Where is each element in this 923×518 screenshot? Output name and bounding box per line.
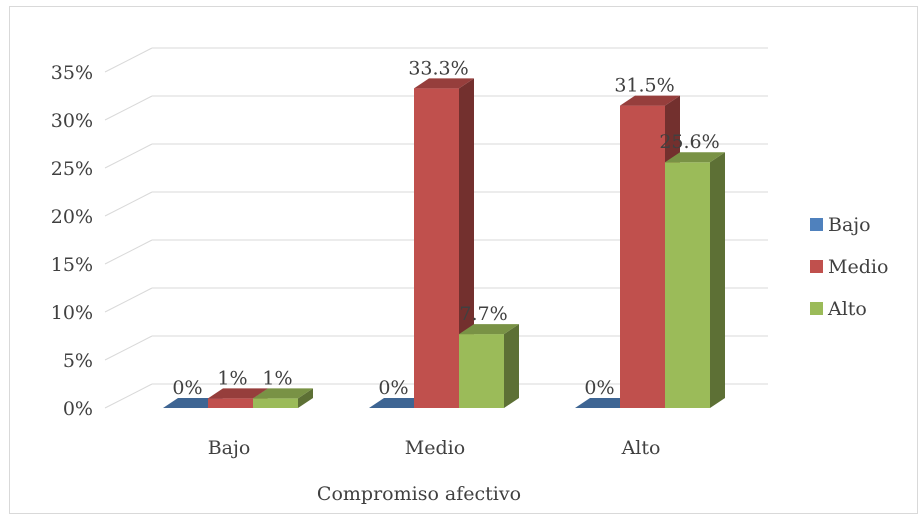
y-tick-label: 15% <box>51 254 93 276</box>
bar-top <box>459 324 519 335</box>
legend-label: Medio <box>828 256 888 278</box>
bar-alto-medio <box>459 324 519 408</box>
data-label: 0% <box>378 377 408 399</box>
bar-front <box>414 88 459 408</box>
legend-swatch <box>810 260 823 273</box>
gridline-diagonal <box>104 335 153 361</box>
gridline-diagonal <box>104 239 153 265</box>
data-labels: 0% 1% 1% 0% 33.3% 7.7% 0% 31.5% 25.6% <box>172 57 719 399</box>
legend-item-bajo: Bajo <box>810 214 871 236</box>
data-label: 33.3% <box>408 57 468 79</box>
x-axis-title: Compromiso afectivo <box>317 483 521 505</box>
bar-top <box>414 78 474 89</box>
y-tick-label: 0% <box>63 398 93 420</box>
data-label: 25.6% <box>659 131 719 153</box>
bar-alto-alto <box>665 152 725 408</box>
y-axis-ticks: 0% 5% 10% 15% 20% 25% 30% 35% <box>51 62 93 420</box>
legend-item-alto: Alto <box>810 298 867 320</box>
bar-top <box>208 388 268 399</box>
bar-side <box>298 388 313 408</box>
gridline-diagonal <box>104 287 153 313</box>
gridline-diagonal <box>104 383 153 409</box>
data-label: 1% <box>217 367 247 389</box>
gridline-diagonal <box>104 191 153 217</box>
category-label: Medio <box>405 437 465 459</box>
bar-side <box>504 324 519 408</box>
bar-top <box>620 95 680 106</box>
bar-medio-medio <box>414 78 474 408</box>
legend-swatch <box>810 218 823 231</box>
bar-top <box>665 152 725 163</box>
bar-side <box>459 78 474 408</box>
legend-label: Bajo <box>828 214 871 236</box>
gridline-diagonal <box>104 143 153 169</box>
bar-alto-bajo <box>253 388 313 408</box>
category-labels: Bajo Medio Alto <box>208 437 661 459</box>
y-tick-label: 35% <box>51 62 93 84</box>
y-tick-label: 25% <box>51 158 93 180</box>
legend-item-medio: Medio <box>810 256 888 278</box>
legend-swatch <box>810 302 823 315</box>
gridline-diagonal <box>104 47 153 73</box>
data-label: 0% <box>584 377 614 399</box>
y-tick-label: 30% <box>51 110 93 132</box>
y-tick-label: 20% <box>51 206 93 228</box>
category-label: Bajo <box>208 437 251 459</box>
bar-front <box>208 398 253 408</box>
bar-layer <box>163 78 725 409</box>
data-label: 1% <box>262 367 292 389</box>
y-tick-label: 5% <box>63 350 93 372</box>
bar-top <box>253 388 313 399</box>
bar-side <box>710 152 725 408</box>
legend: Bajo Medio Alto <box>810 214 888 320</box>
legend-label: Alto <box>827 298 867 320</box>
y-tick-label: 10% <box>51 302 93 324</box>
data-label: 31.5% <box>614 75 674 97</box>
data-label: 0% <box>172 377 202 399</box>
data-label: 7.7% <box>459 303 507 325</box>
category-label: Alto <box>621 437 661 459</box>
bar-front <box>620 105 665 408</box>
bar-front <box>665 162 710 408</box>
gridline-diagonal <box>104 95 153 121</box>
bar-front <box>459 334 504 408</box>
bar-front <box>253 398 298 408</box>
